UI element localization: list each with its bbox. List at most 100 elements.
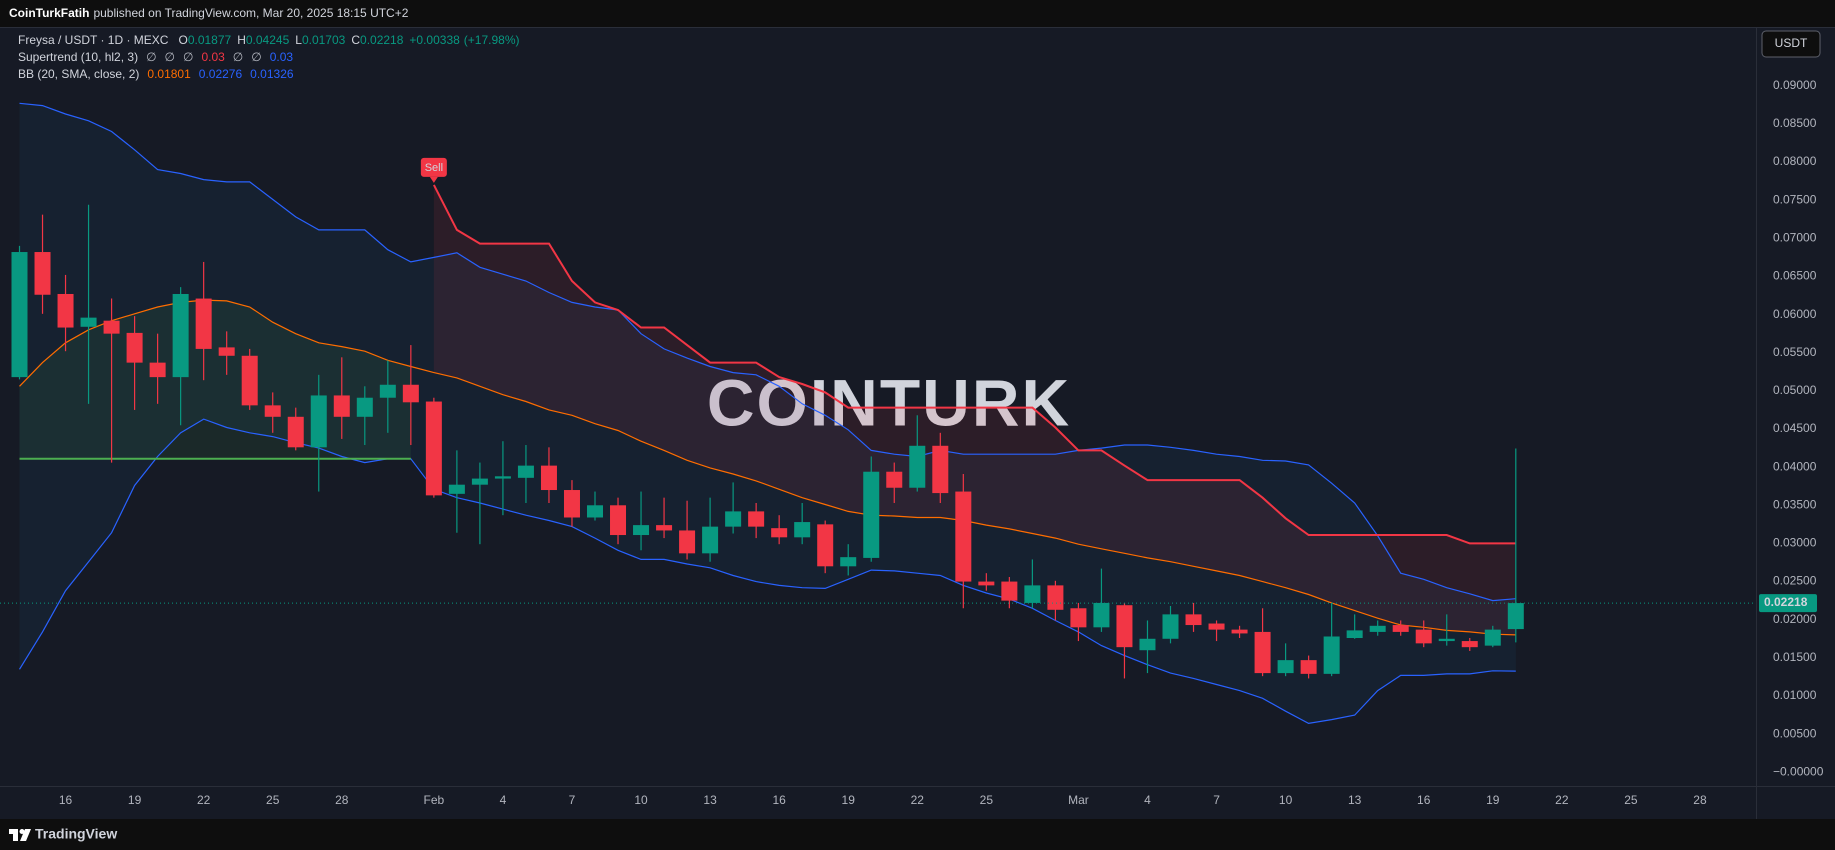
candle-body (563, 490, 580, 518)
x-tick-label: Mar (1068, 793, 1089, 807)
candle-body (1392, 625, 1409, 632)
candle-body (80, 317, 97, 327)
x-tick-label: 22 (1555, 793, 1569, 807)
legend-ohlc: Freysa / USDT · 1D · MEXC O0.01877 H0.0424… (18, 33, 520, 47)
candle-body (264, 405, 281, 417)
footer-brand: TradingView (35, 826, 117, 842)
legend-text: C (351, 33, 360, 47)
legend-text: 0.01801 (147, 67, 191, 81)
x-tick-label: 10 (634, 793, 648, 807)
candle-body (333, 395, 350, 417)
y-tick-label: 0.02500 (1773, 574, 1817, 588)
legend-text: L (295, 33, 302, 47)
candle-body (1277, 660, 1294, 674)
y-tick-label: 0.00500 (1773, 726, 1817, 740)
candle-body (817, 524, 834, 567)
candle-body (11, 252, 28, 378)
legend-text: ∅ (233, 50, 243, 64)
candle-body (840, 557, 857, 567)
currency-button[interactable] (1761, 30, 1821, 58)
candle-body (1346, 630, 1363, 639)
candle-body (126, 332, 143, 363)
bb-lower-line (18, 418, 1516, 725)
candle-body (1231, 629, 1248, 634)
y-tick-label: 0.03500 (1773, 497, 1817, 511)
legend-text: ∅ (165, 50, 175, 64)
legend-text: H (237, 33, 246, 47)
candle-body (540, 465, 557, 491)
candle-body (1185, 614, 1202, 626)
x-tick-label: 22 (911, 793, 925, 807)
candle-body (471, 478, 488, 485)
candle-body (172, 293, 189, 378)
candle-body (448, 484, 465, 494)
y-tick-label: 0.06500 (1773, 269, 1817, 283)
candle-body (1507, 603, 1524, 630)
legend-text: BB (20, SMA, close, 2) (18, 67, 139, 81)
x-tick-label: 7 (1213, 793, 1220, 807)
legend-text: 0.02218 (360, 33, 404, 47)
current-price-label: 0.02218 (1764, 595, 1808, 609)
x-tick-label: 19 (842, 793, 856, 807)
y-tick-label: 0.05500 (1773, 345, 1817, 359)
x-tick-label: 19 (128, 793, 142, 807)
legend-text: ∅ (146, 50, 156, 64)
candle-body (587, 505, 603, 518)
candle-body (1300, 660, 1317, 674)
candle-body (955, 491, 972, 582)
candle-body (679, 530, 696, 554)
legend-bb: BB (20, SMA, close, 2) 0.01801 0.02276 0.01… (18, 67, 294, 81)
bb-basis-line (19, 299, 1516, 636)
candle-body (1461, 641, 1478, 648)
author: CoinTurkFatih (9, 6, 89, 20)
y-tick-label: 0.01000 (1773, 688, 1817, 702)
x-tick-label: 10 (1279, 793, 1293, 807)
y-tick-label: 0.07000 (1773, 230, 1817, 244)
candle-body (1162, 614, 1179, 639)
logo-part (20, 829, 31, 841)
candle-body (195, 298, 212, 349)
candle-body (356, 397, 373, 417)
currency-button-label[interactable]: USDT (1775, 36, 1808, 50)
candle-body (909, 445, 926, 488)
candle-body (494, 476, 511, 479)
y-tick-label: 0.08000 (1773, 154, 1817, 168)
legend-text: 0.04245 (246, 33, 290, 47)
x-tick-label: 4 (500, 793, 507, 807)
candle-body (310, 395, 327, 448)
candle-body (1208, 623, 1225, 630)
candle-body (402, 384, 419, 403)
candle-body (1093, 602, 1110, 628)
candle-body (1139, 638, 1156, 651)
supertrend-down-line (433, 184, 1516, 545)
candle-body (1001, 581, 1018, 601)
legend-text: +0.00338 (409, 33, 460, 47)
legend-text: 0.01703 (302, 33, 346, 47)
y-tick-label: 0.04000 (1773, 459, 1817, 473)
legend-text: 0.02276 (199, 67, 243, 81)
candle-body (1484, 629, 1501, 646)
logo-part (13, 834, 18, 841)
candle-body (287, 416, 304, 448)
legend-text: ∅ (251, 50, 261, 64)
x-tick-label: 28 (335, 793, 349, 807)
x-tick-label: Feb (424, 793, 445, 807)
legend-text: 0.01326 (250, 67, 294, 81)
y-tick-label: −0.00000 (1773, 764, 1824, 778)
signal-pointer (429, 176, 438, 183)
candle-body (633, 525, 650, 536)
current-price-badge (1759, 594, 1817, 613)
y-tick-label: 0.03000 (1773, 536, 1817, 550)
legend-text: 0.01877 (188, 33, 232, 47)
signal-label: Sell (425, 162, 443, 174)
x-tick-label: 13 (703, 793, 717, 807)
legend-text: 0.03 (270, 50, 294, 64)
x-tick-label: 7 (569, 793, 576, 807)
candle-body (218, 347, 235, 356)
y-tick-label: 0.07500 (1773, 192, 1817, 206)
y-tick-label: 0.02000 (1773, 612, 1817, 626)
logo-part (9, 829, 18, 834)
candle-body (1070, 608, 1087, 628)
